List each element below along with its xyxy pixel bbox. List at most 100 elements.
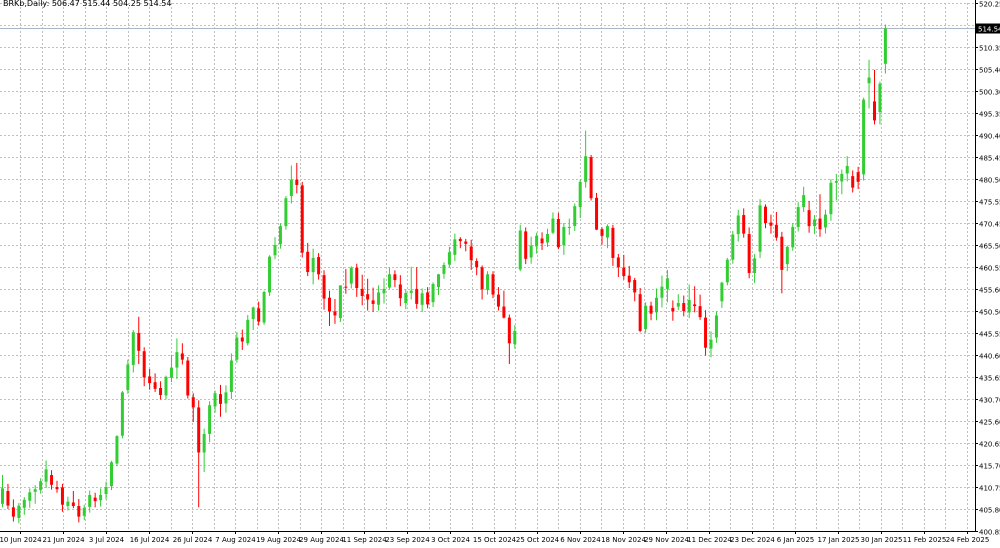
bear-candle	[616, 253, 620, 277]
candle-body	[115, 436, 119, 464]
candle-body	[644, 305, 648, 330]
candle-body	[268, 256, 272, 293]
bear-candle	[491, 271, 495, 299]
bull-candle	[584, 130, 588, 188]
y-tick-label: 405.80	[979, 507, 1000, 515]
candle-body	[442, 265, 446, 274]
candle-body	[507, 317, 511, 344]
candle-body	[235, 337, 239, 360]
bull-candle	[447, 246, 451, 268]
candle-body	[6, 490, 10, 506]
bull-candle	[753, 253, 757, 284]
bull-candle	[535, 232, 539, 254]
candle-body	[404, 292, 408, 304]
x-tick-label: 24 Feb 2025	[946, 536, 990, 544]
bull-candle	[349, 266, 353, 289]
x-tick-label: 11 Dec 2024	[687, 536, 732, 544]
candle-body	[224, 392, 228, 404]
bear-candle	[60, 483, 64, 512]
candle-body	[175, 352, 179, 368]
y-axis: 520.25515.35510.35505.40500.30495.35490.…	[975, 1, 1000, 537]
candle-body	[191, 397, 195, 408]
x-tick-label: 6 Nov 2024	[560, 536, 601, 544]
candle-body	[546, 234, 549, 243]
bear-candle	[306, 242, 310, 277]
candle-body	[475, 261, 479, 268]
bear-candle	[769, 214, 773, 234]
bull-candle	[88, 490, 92, 513]
candle-body	[246, 319, 250, 344]
bull-candle	[802, 186, 806, 212]
bear-candle	[93, 492, 97, 508]
bull-candle	[409, 266, 413, 300]
frame-layer	[0, 0, 976, 532]
candle-body	[338, 285, 342, 319]
candle-body	[99, 494, 103, 501]
bear-candle	[627, 265, 631, 289]
candle-body	[398, 284, 402, 299]
bull-candle	[437, 273, 440, 296]
bull-candle	[246, 314, 250, 346]
y-tick-label: 430.70	[979, 397, 1000, 405]
candle-body	[605, 226, 609, 238]
bear-candle	[540, 232, 544, 250]
x-tick-label: 18 Nov 2024	[601, 536, 646, 544]
candle-body	[796, 207, 800, 227]
bull-candle	[377, 285, 381, 311]
candle-body	[845, 165, 849, 174]
candle-body	[573, 206, 577, 227]
bull-candle	[104, 481, 108, 500]
candle-body	[22, 499, 26, 508]
x-tick-label: 3 Oct 2024	[431, 536, 470, 544]
current-price-label: 514.54	[978, 26, 1000, 34]
bull-candle	[486, 271, 490, 295]
bear-candle	[469, 239, 473, 270]
candle-body	[693, 304, 697, 307]
bear-candle	[774, 211, 778, 241]
candle-body	[655, 297, 658, 313]
y-tick-label: 460.55	[979, 265, 1000, 273]
candle-body	[720, 282, 724, 302]
x-tick-label: 11 Sep 2024	[342, 536, 387, 544]
bear-candle	[219, 384, 222, 417]
bear-candle	[159, 381, 163, 400]
candle-body	[295, 179, 299, 185]
y-tick-label: 510.35	[979, 45, 1000, 53]
y-tick-label: 505.40	[979, 67, 1000, 75]
bull-candle	[404, 289, 408, 310]
candle-body	[453, 239, 457, 255]
bull-candle	[213, 390, 217, 413]
bear-candle	[415, 267, 419, 309]
bear-candle	[682, 295, 686, 317]
bull-candle	[420, 288, 424, 312]
candle-body	[142, 351, 146, 378]
grid-layer	[0, 3, 975, 532]
bear-candle	[360, 274, 364, 306]
low-value: 504.25	[112, 0, 141, 8]
candle-body	[306, 251, 310, 273]
candle-body	[883, 28, 887, 64]
candle-body	[540, 238, 544, 244]
bull-candle	[120, 391, 124, 439]
candle-body	[785, 246, 789, 265]
candle-body	[17, 505, 21, 518]
x-tick-label: 23 Dec 2024	[730, 536, 775, 544]
candle-body	[66, 501, 70, 507]
candle-body	[1, 488, 4, 504]
candle-body	[213, 393, 217, 407]
candle-body	[110, 462, 113, 487]
current-price-badge	[976, 23, 1000, 34]
candle-body	[300, 185, 304, 253]
y-tick-label: 480.50	[979, 177, 1000, 185]
bear-candle	[873, 69, 876, 125]
candle-body	[289, 179, 293, 197]
bear-candle	[747, 227, 751, 279]
x-tick-label: 10 Jun 2024	[0, 536, 42, 544]
bull-candle	[758, 199, 762, 258]
bear-candle	[807, 200, 811, 233]
bear-candle	[186, 356, 190, 399]
bear-candle	[742, 208, 746, 238]
candle-body	[862, 99, 866, 175]
bear-candle	[240, 329, 244, 350]
current-price-label-layer: 514.54	[976, 23, 1000, 34]
